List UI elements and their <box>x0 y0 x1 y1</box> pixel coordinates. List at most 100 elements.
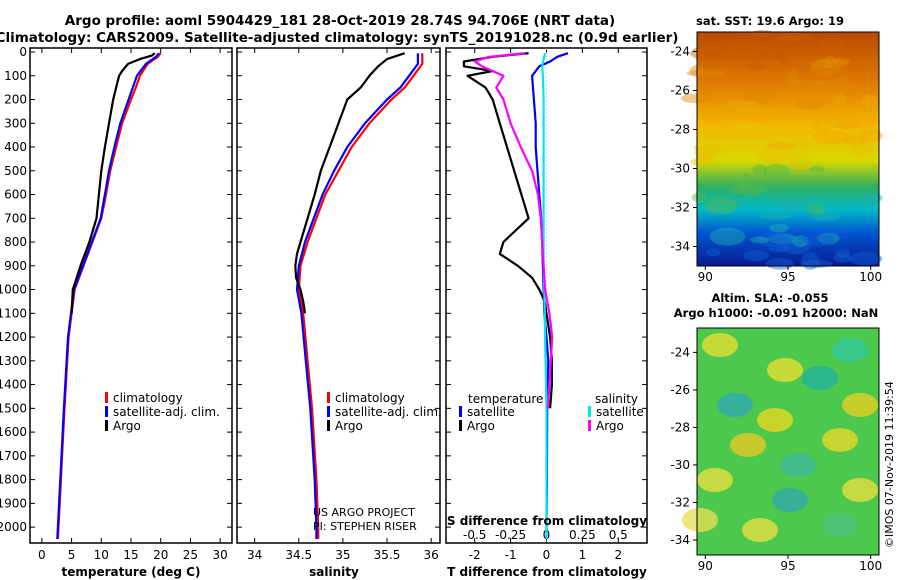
sst-blob <box>823 55 836 68</box>
sla-blob <box>757 408 793 432</box>
map-x-tick-label: 100 <box>859 559 882 573</box>
title-line-2: Climatology: CARS2009. Satellite-adjuste… <box>0 30 678 46</box>
map-x-tick-label: 90 <box>698 559 713 573</box>
t-difference-xlabel: T difference from climatology <box>447 565 647 579</box>
sst-blob <box>686 69 726 77</box>
sst-blob <box>812 130 851 145</box>
sst-blob <box>824 85 854 97</box>
depth-tick-label: 1700 <box>0 449 27 463</box>
sst-blob <box>697 145 726 156</box>
sst-blob <box>805 81 834 93</box>
sst-blob <box>690 157 713 167</box>
sla-texture <box>682 333 878 542</box>
sla-blob <box>730 433 766 457</box>
x2-tick-label: 0.25 <box>569 528 596 542</box>
x-tick-label: 20 <box>153 548 168 562</box>
map-x-tick-label: 100 <box>859 270 882 284</box>
depth-tick-label: 900 <box>4 259 27 273</box>
map-y-tick-label: -30 <box>670 458 690 472</box>
sst-blob <box>849 251 883 266</box>
legend-temperature-title: temperature <box>468 392 543 406</box>
sst-blob <box>690 46 722 60</box>
sla-blob <box>822 428 858 452</box>
x2-tick-label: 0.5 <box>609 528 628 542</box>
sst-blob <box>736 107 775 122</box>
sst-blob <box>698 152 715 165</box>
depth-tick-label: 500 <box>4 164 27 178</box>
sst-blob <box>818 37 846 55</box>
legend-satellite-swatch <box>105 406 108 417</box>
sst-blob <box>833 253 852 263</box>
x-tick-label: 36 <box>424 548 439 562</box>
sst-blob <box>841 82 855 90</box>
sst-blob <box>809 58 849 69</box>
sst-blob <box>693 144 720 152</box>
sst-blob <box>861 192 883 203</box>
sst-map-title: sat. SST: 19.6 Argo: 19 <box>696 14 844 28</box>
x-tick-label: 30 <box>212 548 227 562</box>
sst-blob <box>691 192 708 203</box>
sst-blob <box>766 244 792 252</box>
map-y-tick-label: -30 <box>670 162 690 176</box>
depth-tick-label: 1000 <box>0 283 27 297</box>
legend-argo-swatch <box>105 420 108 431</box>
series-line-climatology <box>297 53 424 539</box>
sst-blob <box>792 80 831 92</box>
legend-s-argo: Argo <box>596 419 624 433</box>
sst-blob <box>721 111 757 119</box>
salinity-legend: climatology satellite-adj. clim. Argo <box>327 391 442 433</box>
sst-blob <box>788 154 812 171</box>
difference-legend: temperature satellite Argo salinity sate… <box>459 392 644 433</box>
s-difference-label: S difference from climatology <box>447 514 647 528</box>
sst-blob <box>861 94 878 109</box>
series-line-satellite-adj-clim- <box>295 53 419 539</box>
sla-blob <box>772 488 808 512</box>
sla-blob <box>842 393 878 417</box>
sla-blob <box>780 453 816 477</box>
sst-blob <box>694 145 713 160</box>
map-x-tick-label: 90 <box>698 270 713 284</box>
sst-blob <box>759 87 781 94</box>
legend-t-argo-swatch <box>459 420 462 431</box>
temperature-panel: 0 5 10 15 20 25 30 <box>29 47 233 562</box>
sst-blob <box>737 43 768 62</box>
sla-map-title-1: Altim. SLA: -0.055 <box>711 291 828 305</box>
map-y-tick-label: -24 <box>670 45 690 59</box>
sst-blob <box>742 107 778 122</box>
legend-s-satellite: satellite <box>596 405 644 419</box>
sst-blob <box>835 249 851 258</box>
sst-blob <box>728 183 768 195</box>
x-tick-label: 0 <box>38 548 46 562</box>
legend-argo: Argo <box>335 419 363 433</box>
temperature-legend: climatology satellite-adj. clim. Argo <box>105 391 220 433</box>
legend-s-argo-swatch <box>588 420 591 431</box>
map-y-tick-label: -24 <box>670 345 690 359</box>
legend-satellite-swatch <box>327 406 330 417</box>
depth-tick-label: 300 <box>4 116 27 130</box>
legend-climatology-swatch <box>327 392 330 403</box>
sst-blob <box>727 100 756 109</box>
x-tick-label: -2 <box>469 548 481 562</box>
sst-blob <box>704 118 723 124</box>
depth-tick-label: 0 <box>19 45 27 59</box>
sst-blob <box>792 235 809 248</box>
sst-blob <box>843 116 881 128</box>
sla-blob <box>802 366 838 390</box>
sst-blob <box>706 248 721 257</box>
sst-blob <box>777 50 791 65</box>
sst-blob <box>746 62 768 70</box>
sst-blob <box>837 119 859 130</box>
x-tick-label: 35.5 <box>374 548 401 562</box>
depth-tick-label: 1500 <box>0 401 27 415</box>
x-tick-label: 35 <box>335 548 350 562</box>
depth-tick-label: 200 <box>4 93 27 107</box>
depth-tick-label: 1600 <box>0 425 27 439</box>
x-tick-label: 15 <box>123 548 138 562</box>
sst-blob <box>743 249 769 262</box>
sst-blob <box>794 99 824 110</box>
depth-tick-label: 100 <box>4 69 27 83</box>
sst-blob <box>741 109 780 119</box>
sla-map-title-2: Argo h1000: -0.091 h2000: NaN <box>674 306 878 320</box>
depth-axis: 0 100 200 300 400 500 600 700 800 900 1000 1100 1200… <box>0 45 27 534</box>
